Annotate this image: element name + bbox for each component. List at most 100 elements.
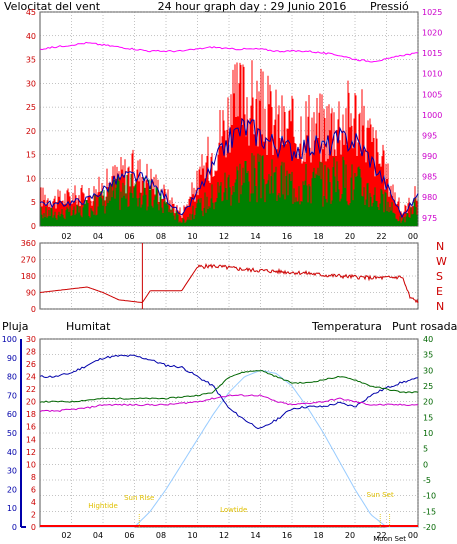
pressure-y-tick-label: 1000	[422, 111, 442, 120]
wind-y-tick-label: 5	[31, 198, 36, 207]
rain-y-tick-label: 10	[26, 460, 36, 469]
wind-x-tick-label: 04	[93, 232, 103, 241]
wind-x-tick-label: 20	[345, 232, 355, 241]
humidity-y-tick-label: 50	[7, 429, 17, 438]
rain-y-tick-label: 8	[31, 473, 36, 482]
event-marker-label: Hightide	[88, 502, 118, 510]
direction-y-tick-label: 180	[21, 272, 36, 281]
climate-x-tick-label: 04	[93, 531, 103, 540]
direction-y-tick-label: 360	[21, 239, 36, 248]
direction-line	[39, 263, 419, 304]
rain-y-tick-label: 0	[31, 523, 36, 532]
wind-y-tick-label: 15	[26, 151, 36, 160]
climate-x-tick-label: 00	[408, 531, 418, 540]
pressure-y-tick-label: 990	[422, 152, 437, 161]
climate-x-tick-label: 14	[250, 531, 260, 540]
climate-x-tick-label: 10	[187, 531, 197, 540]
rain-y-tick-label: 14	[26, 435, 36, 444]
wind-y-tick-label: 30	[26, 79, 36, 88]
humidity-y-tick-label: 100	[2, 335, 17, 344]
rain-y-tick-label: 16	[26, 423, 36, 432]
wind-y-tick-label: 10	[26, 174, 36, 183]
wind-speed-title: Velocitat del vent	[4, 0, 101, 13]
temperature-y-tick-label: 25	[423, 382, 433, 391]
humidity-y-tick-label: 10	[7, 504, 17, 513]
pressure-y-tick-label: 980	[422, 193, 437, 202]
wind-y-tick-label: 25	[26, 103, 36, 112]
temperature-y-tick-label: 20	[423, 398, 433, 407]
pressure-y-tick-label: 995	[422, 131, 437, 140]
rain-y-tick-label: 12	[26, 448, 36, 457]
temperature-y-tick-label: -15	[423, 507, 436, 516]
pressure-y-tick-label: 1010	[422, 70, 442, 79]
temperature-y-tick-label: 5	[423, 445, 428, 454]
climate-x-tick-label: 22	[376, 531, 386, 540]
temperature-line	[39, 369, 419, 403]
mean-wind-line	[39, 117, 419, 219]
direction-y-tick-label: 90	[26, 289, 36, 298]
pressure-line	[39, 41, 418, 63]
legend-pluja: Pluja	[2, 320, 28, 333]
direction-y-tick-label: 0	[31, 305, 36, 314]
temperature-y-tick-label: -20	[423, 523, 436, 532]
rain-y-tick-label: 20	[26, 398, 36, 407]
rain-y-tick-label: 18	[26, 410, 36, 419]
graph-title: 24 hour graph day : 29 Junio 2016	[158, 0, 347, 13]
pressure-y-tick-label: 1015	[422, 49, 442, 58]
legend-punt-rosada: Punt rosada	[392, 320, 457, 333]
rain-y-tick-label: 22	[26, 385, 36, 394]
humidity-y-tick-label: 60	[7, 410, 17, 419]
climate-x-tick-label: 20	[345, 531, 355, 540]
compass-label: N	[436, 240, 444, 253]
climate-x-tick-label: 06	[124, 531, 134, 540]
wind-x-tick-label: 00	[408, 232, 418, 241]
temperature-y-tick-label: -10	[423, 492, 436, 501]
compass-label: S	[436, 270, 443, 283]
pressure-y-tick-label: 1020	[422, 29, 442, 38]
direction-series-group	[39, 243, 419, 309]
wind-x-tick-label: 16	[282, 232, 292, 241]
compass-label: W	[436, 255, 447, 268]
wind-x-tick-label: 18	[313, 232, 323, 241]
compass-label: N	[436, 300, 444, 313]
humidity-y-tick-label: 70	[7, 391, 17, 400]
dewpoint-line	[39, 394, 418, 413]
climate-panel-grid	[40, 338, 419, 528]
climate-series-group: Sun Rise Sun Set Moon Set Lowtide Hightide	[39, 354, 419, 543]
climate-x-tick-label: 12	[219, 531, 229, 540]
humidity-y-tick-label: 40	[7, 448, 17, 457]
rain-y-tick-label: 24	[26, 373, 36, 382]
temperature-y-tick-label: 40	[423, 335, 433, 344]
wind-x-tick-label: 14	[250, 232, 260, 241]
pressure-y-tick-label: 1005	[422, 90, 442, 99]
event-marker-label: Sun Set	[367, 491, 394, 499]
pressure-y-tick-label: 975	[422, 214, 437, 223]
direction-y-tick-label: 270	[21, 256, 36, 265]
humidity-line	[39, 354, 418, 430]
wind-x-tick-label: 06	[124, 232, 134, 241]
wind-series-group	[39, 41, 419, 226]
climate-x-tick-label: 18	[313, 531, 323, 540]
pressure-y-tick-label: 985	[422, 173, 437, 182]
wind-y-tick-label: 20	[26, 127, 36, 136]
wind-x-tick-label: 08	[156, 232, 166, 241]
wind-y-tick-label: 0	[31, 222, 36, 231]
legend-temperatura: Temperatura	[311, 320, 382, 333]
rain-y-tick-label: 6	[31, 485, 36, 494]
humidity-y-tick-label: 80	[7, 373, 17, 382]
wind-y-tick-label: 40	[26, 32, 36, 41]
climate-x-tick-label: 16	[282, 531, 292, 540]
temperature-y-tick-label: 30	[423, 366, 433, 375]
temperature-y-tick-label: -5	[423, 476, 431, 485]
humidity-y-tick-label: 30	[7, 467, 17, 476]
axis-labels: 0510152025303540459759809859909951000100…	[2, 8, 447, 540]
humidity-y-tick-label: 90	[7, 354, 17, 363]
wind-x-tick-label: 02	[61, 232, 71, 241]
rain-y-tick-label: 28	[26, 348, 36, 357]
pressure-y-tick-label: 1025	[422, 8, 442, 17]
humidity-y-tick-label: 20	[7, 485, 17, 494]
wind-y-tick-label: 45	[26, 8, 36, 17]
temperature-y-tick-label: 35	[423, 351, 433, 360]
event-marker-label: Sun Rise	[124, 494, 154, 502]
